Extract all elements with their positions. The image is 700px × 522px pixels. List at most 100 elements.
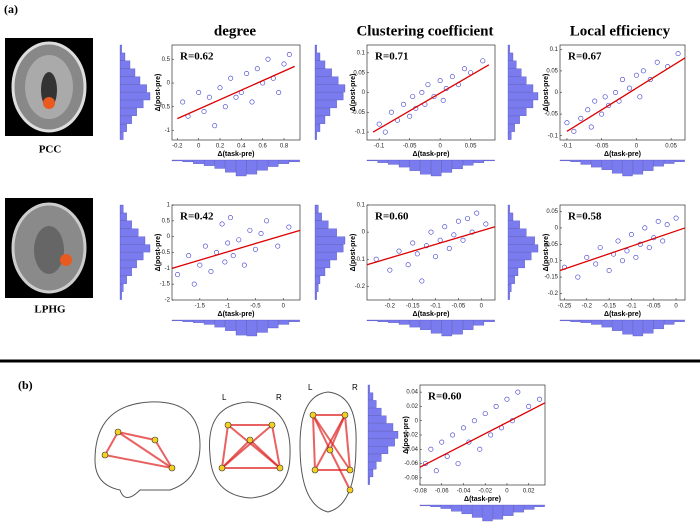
hist-bar (507, 204, 510, 213)
point (387, 267, 393, 273)
point (196, 90, 202, 96)
x-tick-label: -0.05 (647, 304, 661, 310)
hist-bar (193, 159, 204, 164)
y-tick-label: -0.05 (544, 112, 558, 118)
hist-bar (314, 252, 337, 261)
hist-bar (314, 204, 319, 213)
x-axis-label: Δ(task-pre) (604, 151, 641, 158)
point (637, 94, 643, 100)
hist-bar (314, 260, 331, 269)
point (504, 396, 510, 402)
x-tick-label: -0.06 (435, 489, 449, 495)
hist-bar (507, 244, 539, 253)
point (571, 128, 577, 134)
point (471, 418, 477, 424)
point (592, 98, 598, 104)
y-tick-label: -1 (165, 266, 171, 272)
point (186, 253, 192, 259)
hist-bar (119, 268, 132, 277)
x-tick-label: 0 (480, 304, 484, 310)
y-tick-label: 0 (167, 81, 171, 87)
hist-bar (440, 504, 452, 509)
hist-bar (119, 68, 136, 77)
hist-bar (441, 159, 453, 173)
y-tick-label: 0 (167, 234, 171, 240)
point (180, 99, 186, 105)
x-tick-label: -0.2 (385, 304, 396, 310)
point (254, 66, 260, 72)
hist-bar (367, 438, 395, 447)
hist-bar (441, 319, 453, 337)
annotation: R=0.42 (180, 211, 214, 223)
x-tick-label: 0.05 (465, 144, 477, 150)
hist-bar (507, 60, 517, 69)
hist-bar (367, 384, 370, 393)
y-tick-label: -0.04 (404, 447, 418, 453)
y-tick-label: 0.1 (357, 50, 366, 56)
point (515, 389, 521, 395)
column-title: Clustering coefficient (356, 23, 493, 39)
point (647, 77, 653, 83)
y-tick-label: -0.1 (355, 130, 366, 136)
annotation: R=0.60 (375, 211, 409, 223)
x-tick-label: -0.08 (413, 489, 427, 495)
hist-bar (534, 504, 545, 507)
hist-bar (314, 84, 346, 93)
point (222, 104, 228, 110)
hist-bar (664, 319, 675, 325)
hist-bar (225, 319, 236, 331)
point (396, 248, 402, 254)
hist-bar (507, 108, 527, 117)
point (276, 90, 282, 96)
hist-bar (367, 477, 370, 485)
point (175, 272, 181, 278)
point (646, 245, 652, 251)
point (264, 218, 270, 224)
fit-line (559, 227, 686, 272)
node (101, 411, 354, 494)
hist-bar (119, 260, 137, 269)
hist-bar (314, 284, 319, 292)
hist-bar (314, 52, 321, 61)
hist-bar (507, 268, 519, 277)
point (483, 221, 489, 227)
y-tick-label: 0.05 (546, 68, 558, 74)
column-title: Local efficiency (570, 23, 671, 39)
hist-bar (119, 204, 124, 213)
x-axis-label: Δ(task-pre) (218, 311, 255, 318)
hist-bar (366, 319, 378, 322)
point (405, 262, 411, 268)
hist-bar (214, 159, 226, 169)
x-tick-label: -0.2 (172, 144, 183, 150)
hist-bar (430, 504, 441, 507)
x-tick-label: 0 (197, 144, 201, 150)
point (258, 231, 264, 237)
hist-bar (409, 159, 421, 171)
point (433, 254, 439, 260)
y-axis-label: Δ(post-pre) (543, 234, 550, 272)
hist-bar (507, 84, 534, 93)
x-tick-label: -0.1 (562, 144, 573, 150)
point (466, 439, 472, 445)
point (410, 240, 416, 246)
annotation: R=0.58 (568, 211, 602, 223)
point (537, 396, 543, 402)
point (275, 243, 281, 249)
point (619, 77, 625, 83)
hist-bar (507, 92, 539, 101)
x-tick-label: -0.1 (374, 144, 385, 150)
hemisphere-label: R (352, 383, 358, 392)
point (437, 78, 443, 84)
point (219, 221, 225, 227)
hist-bar (420, 159, 431, 175)
hist-bar (507, 131, 512, 140)
point (675, 51, 681, 57)
point (654, 59, 660, 65)
point (613, 90, 619, 96)
hist-bar (367, 446, 389, 454)
point (428, 446, 434, 452)
hist-bar (314, 44, 317, 53)
y-tick-label: -0.1 (548, 258, 559, 264)
y-tick-label: -0.06 (404, 461, 418, 467)
